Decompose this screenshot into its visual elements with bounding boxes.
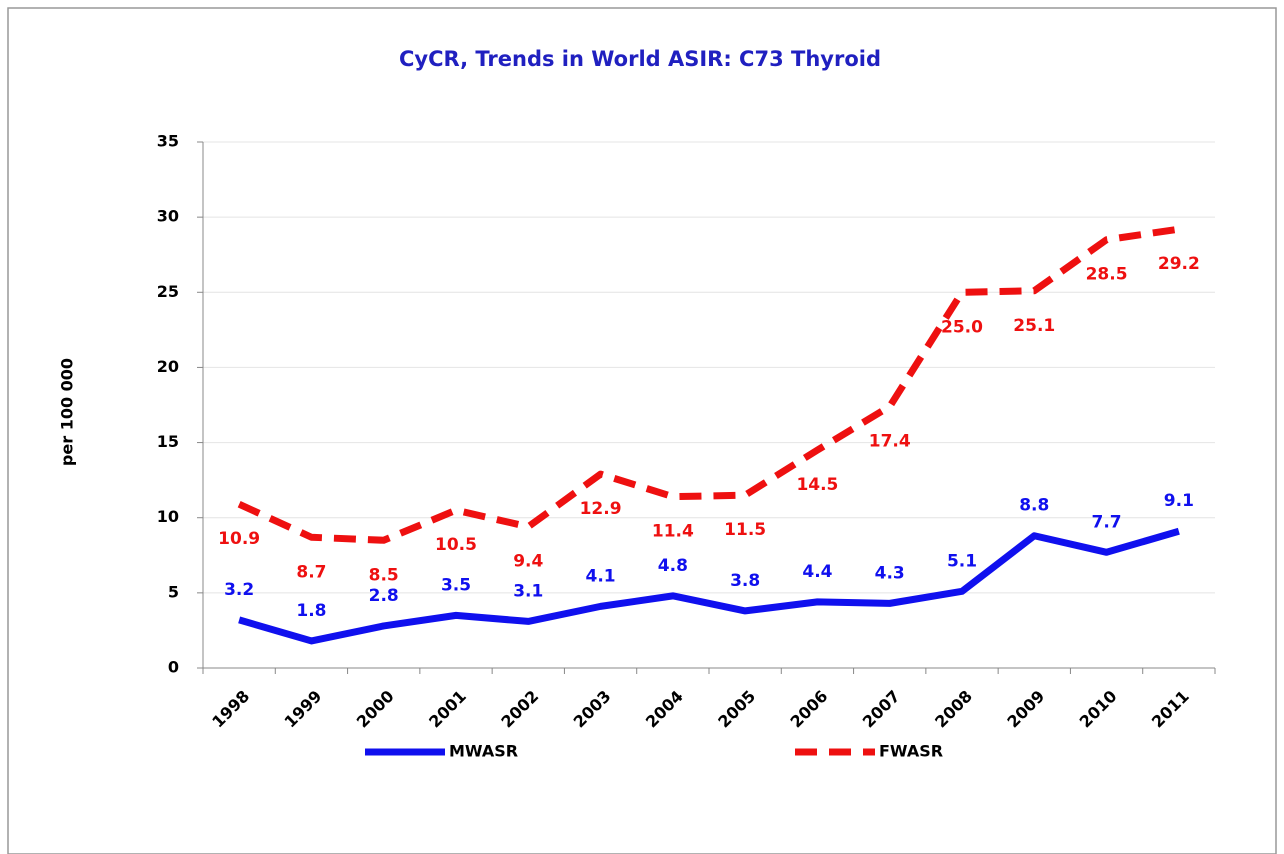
y-tick-label: 20 [157,357,179,376]
data-label: 3.1 [513,581,543,601]
legend-label: FWASR [879,742,943,761]
data-label: 8.8 [1019,496,1049,516]
data-label: 17.4 [869,432,911,452]
y-tick-label: 30 [157,207,179,226]
y-tick-label: 25 [157,282,179,301]
data-label: 12.9 [580,499,622,519]
y-tick-label: 5 [168,582,179,601]
y-tick-label: 15 [157,432,179,451]
chart-frame [7,7,1277,854]
y-tick-label: 10 [157,507,179,526]
legend-label: MWASR [449,742,518,761]
data-label: 4.1 [586,566,616,586]
data-label: 10.9 [218,529,260,549]
data-label: 8.7 [296,562,326,582]
data-label: 4.3 [875,563,905,583]
data-label: 9.1 [1164,491,1194,511]
data-label: 28.5 [1086,265,1128,285]
data-label: 11.5 [724,520,766,540]
y-tick-label: 35 [157,132,179,151]
data-label: 4.4 [802,562,832,582]
chart-title: CyCR, Trends in World ASIR: C73 Thyroid [399,47,881,71]
data-label: 11.4 [652,522,694,542]
data-label: 2.8 [369,586,399,606]
series-line [238,527,1180,645]
data-label: 4.8 [658,556,688,576]
y-axis-label: per 100 000 [58,358,77,466]
data-label: 9.4 [513,552,543,572]
data-label: 3.2 [224,580,254,600]
data-label: 5.1 [947,551,977,571]
data-label: 10.5 [435,535,477,555]
data-label: 8.5 [369,565,399,585]
data-label: 25.0 [941,317,983,337]
data-label: 7.7 [1092,512,1122,532]
data-label: 29.2 [1158,254,1200,274]
y-tick-label: 0 [168,658,179,677]
data-label: 1.8 [296,601,326,621]
data-label: 3.5 [441,575,471,595]
data-label: 3.8 [730,571,760,591]
data-label: 14.5 [796,475,838,495]
data-label: 25.1 [1013,316,1055,336]
